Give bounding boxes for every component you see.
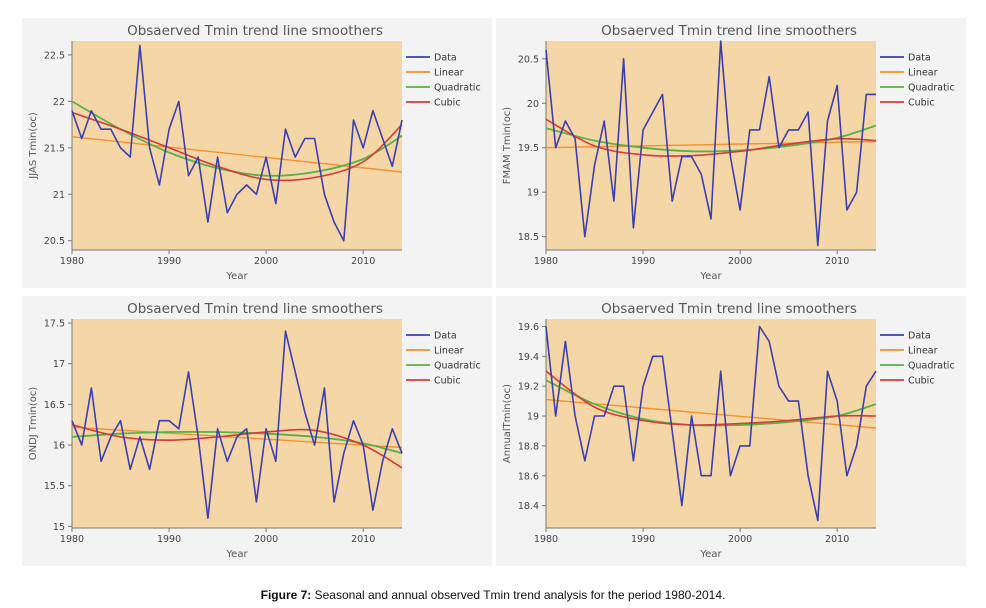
chart-1-xtick-label-2: 2000 <box>728 256 752 267</box>
chart-2-title: Obsaerved Tmin trend line smoothers <box>127 301 383 317</box>
chart-2-legend-label-quadratic: Quadratic <box>434 361 481 372</box>
chart-3-xtick-label-3: 2010 <box>825 534 849 545</box>
chart-0-legend-label-cubic: Cubic <box>434 98 461 109</box>
chart-3-ytick-label-1: 18.6 <box>518 471 539 482</box>
chart-2-ytick-label-5: 17.5 <box>44 319 65 330</box>
chart-2-ytick-label-0: 15 <box>53 522 65 533</box>
chart-3-ytick-label-0: 18.4 <box>518 501 539 512</box>
chart-panel-jjas: Obsaerved Tmin trend line smoothers 20.5 2… <box>22 18 492 288</box>
chart-jjas: Obsaerved Tmin trend line smoothers 20.5 2… <box>28 23 481 282</box>
chart-0-ytick-label-4: 22.5 <box>44 50 65 61</box>
chart-0-ytick-label-3: 22 <box>53 97 65 108</box>
chart-2-xtick-label-1: 1990 <box>157 534 181 545</box>
chart-2-ytick-label-3: 16.5 <box>44 400 65 411</box>
chart-0-legend-label-data: Data <box>434 53 457 64</box>
chart-2-xlabel: Year <box>225 549 248 560</box>
chart-0-xtick-label-3: 2010 <box>351 256 375 267</box>
chart-3-series-linear <box>545 398 877 429</box>
chart-annual: Obsaerved Tmin trend line smoothers 18.4 1… <box>502 301 955 560</box>
chart-2-xtick-label-2: 2000 <box>254 534 278 545</box>
chart-1-legend-label-linear: Linear <box>908 68 938 79</box>
chart-0-ytick-label-0: 20.5 <box>44 236 65 247</box>
chart-2-legend-label-linear: Linear <box>434 346 464 357</box>
chart-1-series-linear <box>545 140 877 149</box>
chart-2-ytick-label-2: 16 <box>53 441 65 452</box>
chart-0-xtick-label-0: 1980 <box>60 256 84 267</box>
chart-0-ytick-label-1: 21 <box>53 190 65 201</box>
chart-0-xlabel: Year <box>225 271 248 282</box>
chart-3-legend-label-data: Data <box>908 331 931 342</box>
chart-0-legend-label-quadratic: Quadratic <box>434 83 481 94</box>
chart-0-series-linear <box>71 136 403 173</box>
chart-0-xtick-label-2: 2000 <box>254 256 278 267</box>
chart-1-xtick-label-3: 2010 <box>825 256 849 267</box>
chart-2-series-data <box>71 330 403 519</box>
chart-panel-ondj: Obsaerved Tmin trend line smoothers 15 15.… <box>22 296 492 566</box>
chart-3-title: Obsaerved Tmin trend line smoothers <box>601 301 857 317</box>
chart-3-ytick-label-6: 19.6 <box>518 322 539 333</box>
chart-1-legend-label-data: Data <box>908 53 931 64</box>
chart-2-legend-label-cubic: Cubic <box>434 376 461 387</box>
chart-3-ytick-label-3: 19 <box>527 412 539 423</box>
chart-3-ylabel: AnnualTmin(oc) <box>502 384 513 463</box>
chart-1-series-data <box>545 40 876 247</box>
figure-caption: Figure 7: Seasonal and annual observed T… <box>0 588 986 602</box>
chart-2-xtick-label-3: 2010 <box>351 534 375 545</box>
chart-1-xtick-label-0: 1980 <box>534 256 558 267</box>
chart-0-legend-label-linear: Linear <box>434 68 464 79</box>
chart-1-ytick-label-1: 19 <box>527 188 539 199</box>
chart-ondj: Obsaerved Tmin trend line smoothers 15 15.… <box>28 301 481 560</box>
chart-0-series-cubic <box>71 111 403 182</box>
chart-2-ytick-label-1: 15.5 <box>44 481 65 492</box>
chart-panel-fmam: Obsaerved Tmin trend line smoothers 18.5 1… <box>496 18 966 288</box>
chart-3-xtick-label-1: 1990 <box>631 534 655 545</box>
chart-1-ylabel: FMAM Tmin(oc) <box>502 107 513 185</box>
chart-3-legend-label-quadratic: Quadratic <box>908 361 955 372</box>
chart-2-ytick-label-4: 17 <box>53 359 65 370</box>
chart-3-xtick-label-2: 2000 <box>728 534 752 545</box>
figure-caption-text: Seasonal and annual observed Tmin trend … <box>311 588 726 602</box>
chart-3-legend-label-cubic: Cubic <box>908 376 935 387</box>
figure-caption-label: Figure 7: <box>260 588 312 602</box>
chart-1-title: Obsaerved Tmin trend line smoothers <box>601 23 857 39</box>
chart-3-series-data <box>545 325 877 522</box>
chart-0-plot-area <box>72 41 402 250</box>
chart-1-xtick-label-1: 1990 <box>631 256 655 267</box>
chart-2-legend-label-data: Data <box>434 331 457 342</box>
chart-1-ytick-label-2: 19.5 <box>518 143 539 154</box>
chart-2-plot-area <box>72 319 402 528</box>
chart-fmam: Obsaerved Tmin trend line smoothers 18.5 1… <box>502 23 955 282</box>
chart-0-title: Obsaerved Tmin trend line smoothers <box>127 23 383 39</box>
chart-1-legend-label-cubic: Cubic <box>908 98 935 109</box>
chart-3-legend-label-linear: Linear <box>908 346 938 357</box>
chart-0-xtick-label-1: 1990 <box>157 256 181 267</box>
chart-3-xtick-label-0: 1980 <box>534 534 558 545</box>
chart-1-xlabel: Year <box>699 271 722 282</box>
chart-0-series-data <box>71 44 403 242</box>
chart-1-ytick-label-3: 20 <box>527 99 539 110</box>
chart-0-ytick-label-2: 21.5 <box>44 143 65 154</box>
chart-3-ytick-label-2: 18.8 <box>518 441 539 452</box>
chart-3-ytick-label-5: 19.4 <box>518 352 539 363</box>
chart-2-ylabel: ONDJ Tmin(oc) <box>28 387 39 461</box>
chart-0-ylabel: JJAS Tmin(oc) <box>28 112 39 180</box>
chart-panel-annual: Obsaerved Tmin trend line smoothers 18.4 1… <box>496 296 966 566</box>
chart-1-ytick-label-0: 18.5 <box>518 232 539 243</box>
chart-3-xlabel: Year <box>699 549 722 560</box>
chart-2-xtick-label-0: 1980 <box>60 534 84 545</box>
chart-1-ytick-label-4: 20.5 <box>518 54 539 65</box>
chart-3-ytick-label-4: 19.2 <box>518 382 539 393</box>
chart-1-legend-label-quadratic: Quadratic <box>908 83 955 94</box>
